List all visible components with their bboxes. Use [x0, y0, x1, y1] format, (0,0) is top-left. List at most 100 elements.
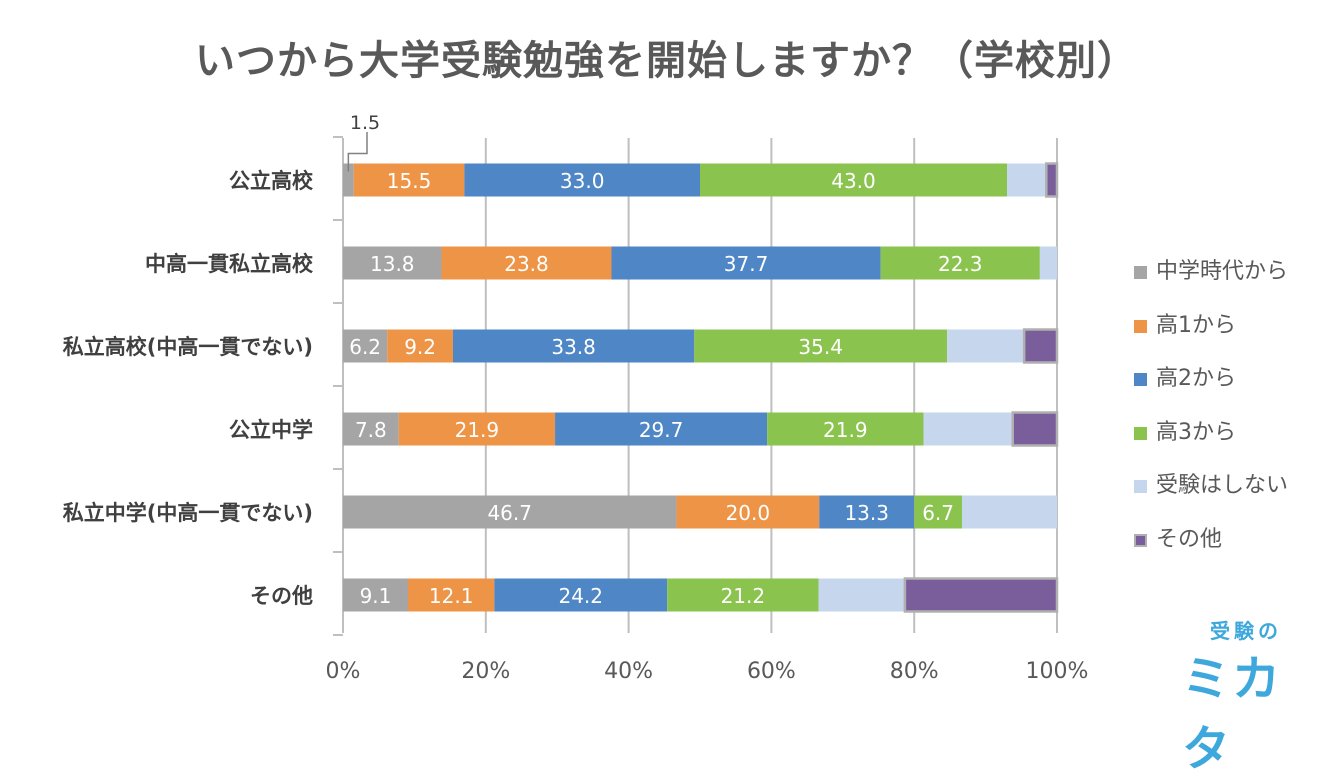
stacked-bar-chart: 15.5 33.0 43.0 13.8 23.8 37.7 22.3 6.2 9.2 33.8 35… [63, 112, 1089, 684]
callout-group: 1.5 [347, 112, 380, 172]
data-label: 13.8 [370, 252, 415, 276]
x-tick-label: 0% [326, 659, 361, 684]
data-label: 33.8 [551, 335, 596, 359]
legend-swatch [1134, 426, 1147, 440]
bar-segment [611, 246, 881, 280]
data-label: 21.9 [455, 418, 500, 442]
category-label: 私立高校(中高一貫でない) [63, 335, 313, 359]
bar-segment [1045, 162, 1059, 198]
x-tick-label: 100% [1026, 659, 1089, 684]
data-label: 6.7 [922, 501, 954, 525]
legend-swatch [1134, 480, 1147, 493]
legend-swatch [1134, 373, 1147, 386]
legend-swatch [1134, 266, 1147, 279]
data-label: 20.0 [726, 501, 771, 525]
bar-segment [353, 163, 465, 197]
legend-item: 中学時代から [1134, 258, 1288, 312]
bar-segment [398, 412, 556, 446]
bar-segment [452, 329, 695, 363]
bar-segment [1011, 411, 1059, 447]
chart-title: いつから大学受験勉強を開始しますか？（学校別） [195, 38, 1138, 84]
legend-label: その他 [1156, 526, 1223, 552]
bar-segment [1039, 246, 1057, 280]
legend: 中学時代から 高1から 高2から 高3から 受験はしない その他 [1134, 258, 1288, 579]
bar-segment [767, 412, 924, 446]
legend-item: 高3から [1134, 419, 1288, 473]
legend-item: 受験はしない [1134, 472, 1288, 526]
data-label: 22.3 [938, 252, 983, 276]
x-tick-label: 60% [747, 659, 796, 684]
bar-segment [407, 578, 495, 612]
bar-segment [387, 329, 453, 363]
legend-label: 受験はしない [1156, 473, 1289, 498]
brand-logo: 受験の ミカタ [1180, 615, 1300, 777]
bar-segment [555, 412, 768, 446]
bar-segment [1007, 163, 1047, 197]
legend-item: 高1から [1134, 312, 1288, 366]
logo-wordmark: ミカタ [1182, 651, 1283, 777]
bar-segment [343, 163, 354, 197]
bar-segment [343, 495, 677, 529]
category-label: その他 [250, 584, 313, 608]
x-tick-labels: 0% 20% 40% 60% 80% 100% [326, 659, 1089, 684]
bar-segment [962, 495, 1057, 529]
data-label: 15.5 [387, 169, 432, 193]
legend-swatch [1134, 533, 1147, 547]
legend-item: 高2から [1134, 365, 1288, 419]
bar-segment [694, 329, 948, 363]
bar-segment [494, 578, 668, 612]
gridlines [333, 136, 1058, 636]
data-label: 35.4 [798, 335, 843, 359]
data-label: 6.2 [349, 335, 381, 359]
data-label: 29.7 [639, 418, 684, 442]
category-label: 公立高校 [229, 169, 314, 193]
legend-label: 高3から [1156, 419, 1236, 445]
bar-segment [343, 578, 408, 612]
category-label: 公立中学 [229, 418, 313, 442]
bar-segment [464, 163, 700, 197]
bar-segment [667, 578, 819, 612]
callout-leader [347, 132, 368, 172]
category-label: 私立中学(中高一貫でない) [63, 501, 313, 525]
bar-segment [819, 495, 915, 529]
data-label: 13.3 [844, 501, 889, 525]
legend-item: その他 [1134, 526, 1288, 580]
data-label: 12.1 [429, 584, 474, 608]
bar-segment [700, 163, 1008, 197]
data-label: 7.8 [355, 418, 387, 442]
data-label: 46.7 [487, 501, 532, 525]
bar-segment [343, 412, 399, 446]
x-tick-label: 80% [890, 659, 939, 684]
bar-segment [343, 246, 442, 280]
bar-segment [818, 578, 905, 612]
category-label: 中高一貫私立高校 [145, 252, 314, 276]
data-label: 24.2 [558, 584, 603, 608]
x-tick-label: 20% [461, 659, 510, 684]
legend-swatch [1134, 319, 1147, 333]
bar-segment [343, 329, 388, 363]
bar-segment [923, 412, 1013, 446]
legend-label: 高1から [1156, 312, 1236, 338]
bar-segment [947, 329, 1025, 363]
bar-segment [676, 495, 820, 529]
bar-segment [441, 246, 612, 280]
data-label: 9.1 [360, 584, 392, 608]
bar-segment [903, 577, 1059, 613]
data-label: 21.9 [823, 418, 868, 442]
data-label: 9.2 [404, 335, 436, 359]
callout-label: 1.5 [350, 112, 380, 134]
legend-label: 高2から [1156, 366, 1236, 391]
bar-series: 15.5 33.0 43.0 13.8 23.8 37.7 22.3 6.2 9.2 33.8 35… [343, 162, 1059, 613]
bar-segment [880, 246, 1040, 280]
data-label: 23.8 [504, 252, 549, 276]
data-label: 33.0 [560, 169, 605, 193]
data-label: 37.7 [724, 252, 769, 276]
data-label: 21.2 [721, 584, 766, 608]
x-tick-label: 40% [604, 659, 653, 684]
bar-segment [914, 495, 963, 529]
bar-segment [1022, 328, 1059, 364]
legend-label: 中学時代から [1156, 259, 1289, 284]
data-label: 43.0 [831, 169, 876, 193]
logo-subtitle: 受験の [1210, 619, 1282, 643]
